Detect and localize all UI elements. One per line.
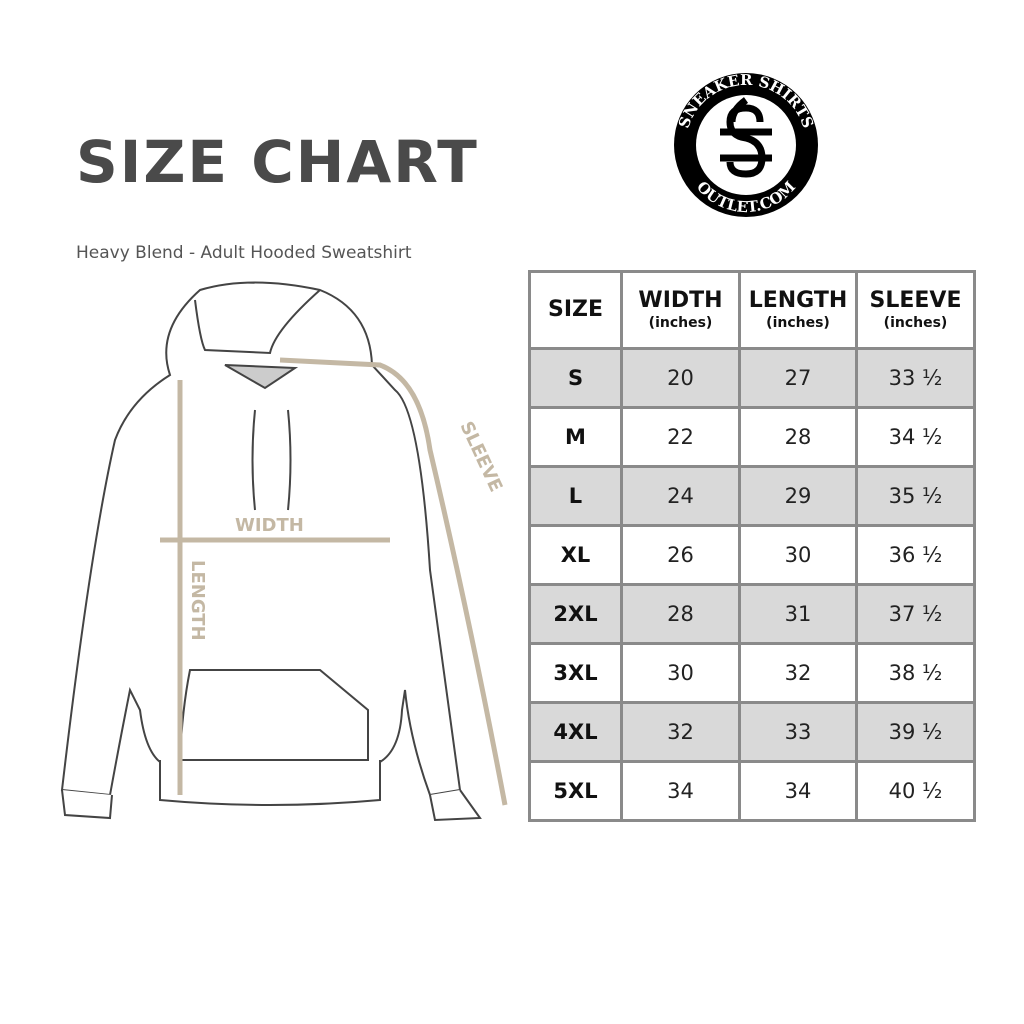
table-row: 4XL 32 33 39 ½ xyxy=(528,701,976,763)
width-cell: 26 xyxy=(620,524,741,586)
sleeve-cell: 40 ½ xyxy=(855,760,976,822)
size-cell: XL xyxy=(528,524,623,586)
sleeve-label: SLEEVE xyxy=(455,418,506,495)
subtitle: Heavy Blend - Adult Hooded Sweatshirt xyxy=(76,243,412,263)
size-cell: 2XL xyxy=(528,583,623,645)
sleeve-cell: 39 ½ xyxy=(855,701,976,763)
size-cell: 5XL xyxy=(528,760,623,822)
width-cell: 20 xyxy=(620,347,741,409)
page-title: SIZE CHART xyxy=(76,128,479,196)
sleeve-cell: 38 ½ xyxy=(855,642,976,704)
width-cell: 34 xyxy=(620,760,741,822)
table-row: L 24 29 35 ½ xyxy=(528,465,976,527)
size-cell: 4XL xyxy=(528,701,623,763)
size-cell: L xyxy=(528,465,623,527)
table-row: S 20 27 33 ½ xyxy=(528,347,976,409)
table-row: XL 26 30 36 ½ xyxy=(528,524,976,586)
length-cell: 33 xyxy=(738,701,858,763)
length-cell: 28 xyxy=(738,406,858,468)
length-label: LENGTH xyxy=(187,560,208,641)
width-cell: 22 xyxy=(620,406,741,468)
table-header-row: SIZE WIDTH (inches) LENGTH (inches) SLEEVE… xyxy=(528,270,976,350)
length-cell: 30 xyxy=(738,524,858,586)
length-cell: 27 xyxy=(738,347,858,409)
hoodie-diagram: WIDTH LENGTH SLEEVE xyxy=(60,281,508,822)
width-cell: 28 xyxy=(620,583,741,645)
length-cell: 31 xyxy=(738,583,858,645)
length-cell: 32 xyxy=(738,642,858,704)
size-cell: S xyxy=(528,347,623,409)
header-width: WIDTH (inches) xyxy=(620,270,741,350)
length-cell: 34 xyxy=(738,760,858,822)
brand-logo: SNEAKER SHIRTS OUTLET.COM xyxy=(674,71,818,217)
length-cell: 29 xyxy=(738,465,858,527)
size-cell: M xyxy=(528,406,623,468)
sleeve-cell: 34 ½ xyxy=(855,406,976,468)
sleeve-cell: 33 ½ xyxy=(855,347,976,409)
table-row: 2XL 28 31 37 ½ xyxy=(528,583,976,645)
sleeve-cell: 36 ½ xyxy=(855,524,976,586)
width-cell: 24 xyxy=(620,465,741,527)
width-cell: 30 xyxy=(620,642,741,704)
width-label: WIDTH xyxy=(235,515,304,536)
sleeve-cell: 37 ½ xyxy=(855,583,976,645)
table-row: 5XL 34 34 40 ½ xyxy=(528,760,976,822)
sleeve-cell: 35 ½ xyxy=(855,465,976,527)
width-cell: 32 xyxy=(620,701,741,763)
header-sleeve: SLEEVE (inches) xyxy=(855,270,976,350)
table-row: M 22 28 34 ½ xyxy=(528,406,976,468)
header-size: SIZE xyxy=(528,270,623,350)
table-row: 3XL 30 32 38 ½ xyxy=(528,642,976,704)
size-table: SIZE WIDTH (inches) LENGTH (inches) SLEEVE… xyxy=(528,270,976,822)
header-length: LENGTH (inches) xyxy=(738,270,858,350)
monogram-icon xyxy=(720,97,772,178)
size-cell: 3XL xyxy=(528,642,623,704)
